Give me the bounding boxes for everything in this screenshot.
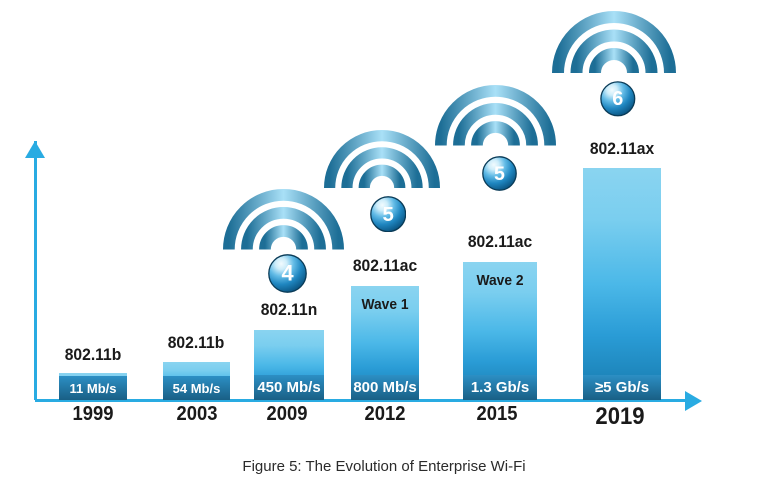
svg-text:4: 4	[281, 260, 293, 285]
svg-text:6: 6	[612, 88, 623, 110]
svg-text:5: 5	[494, 162, 505, 184]
svg-text:5: 5	[382, 204, 393, 226]
